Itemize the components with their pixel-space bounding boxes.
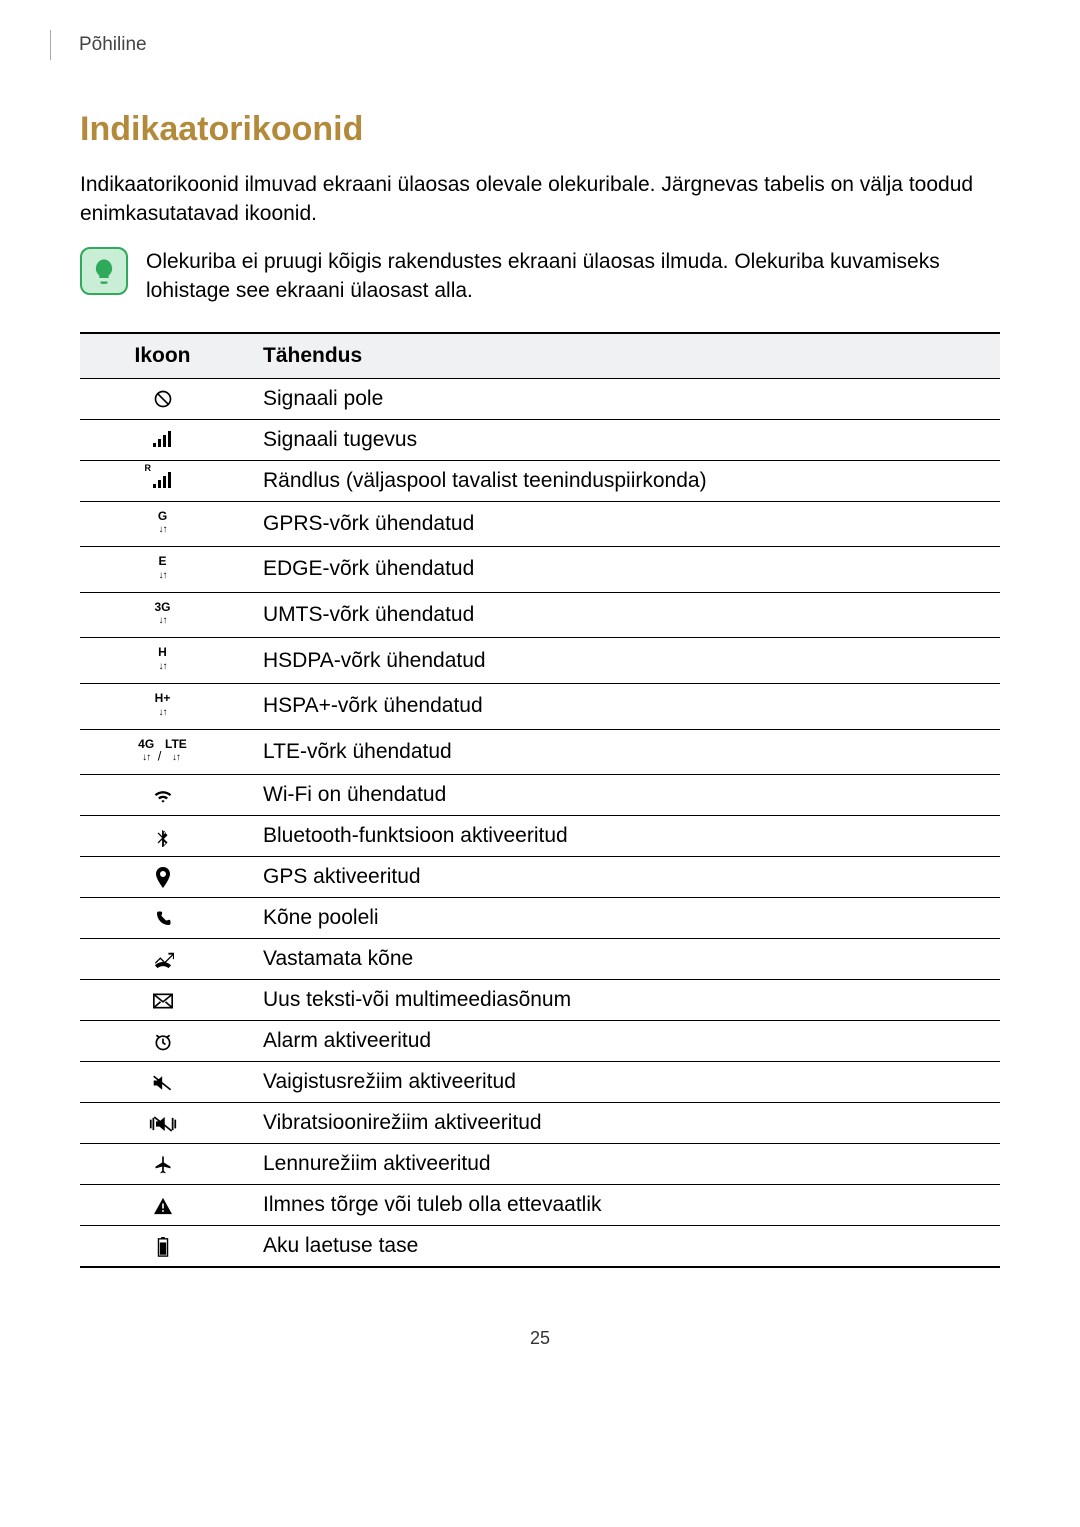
table-row: Signaali pole: [80, 378, 1000, 419]
th-icon: Ikoon: [80, 333, 245, 379]
meaning-cell: Kõne pooleli: [245, 898, 1000, 939]
error-icon: [80, 1185, 245, 1226]
meaning-cell: Vaigistusrežiim aktiveeritud: [245, 1062, 1000, 1103]
table-row: 4G↓↑ / LTE↓↑LTE-võrk ühendatud: [80, 729, 1000, 775]
page-number: 25: [80, 1328, 1000, 1349]
table-row: H↓↑HSDPA-võrk ühendatud: [80, 638, 1000, 684]
wifi-icon: [80, 775, 245, 816]
meaning-cell: LTE-võrk ühendatud: [245, 729, 1000, 775]
table-row: Wi-Fi on ühendatud: [80, 775, 1000, 816]
meaning-cell: Wi-Fi on ühendatud: [245, 775, 1000, 816]
table-row: Lennurežiim aktiveeritud: [80, 1144, 1000, 1185]
note-text: Olekuriba ei pruugi kõigis rakendustes e…: [146, 247, 1000, 306]
table-row: H+↓↑HSPA+-võrk ühendatud: [80, 683, 1000, 729]
table-row: E↓↑EDGE-võrk ühendatud: [80, 547, 1000, 593]
table-row: RRändlus (väljaspool tavalist teenindusp…: [80, 460, 1000, 501]
lte-icon: 4G↓↑ / LTE↓↑: [80, 729, 245, 775]
no-signal-icon: [80, 378, 245, 419]
note-block: Olekuriba ei pruugi kõigis rakendustes e…: [80, 247, 1000, 306]
indicator-icons-table: Ikoon Tähendus Signaali poleSignaali tug…: [80, 332, 1000, 1269]
table-row: Vastamata kõne: [80, 939, 1000, 980]
mute-icon: [80, 1062, 245, 1103]
vibrate-icon: [80, 1103, 245, 1144]
missed-icon: [80, 939, 245, 980]
message-icon: [80, 980, 245, 1021]
page-title: Indikaatorikoonid: [80, 110, 1000, 149]
meaning-cell: Bluetooth-funktsioon aktiveeritud: [245, 816, 1000, 857]
meaning-cell: Signaali tugevus: [245, 419, 1000, 460]
meaning-cell: Aku laetuse tase: [245, 1226, 1000, 1268]
meaning-cell: Rändlus (väljaspool tavalist teeninduspi…: [245, 460, 1000, 501]
breadcrumb: Põhiline: [79, 34, 147, 56]
bluetooth-icon: [80, 816, 245, 857]
meaning-cell: Signaali pole: [245, 378, 1000, 419]
table-row: Bluetooth-funktsioon aktiveeritud: [80, 816, 1000, 857]
table-row: Uus teksti-või multimeediasõnum: [80, 980, 1000, 1021]
edge-icon: E↓↑: [80, 547, 245, 593]
table-row: Signaali tugevus: [80, 419, 1000, 460]
meaning-cell: GPRS-võrk ühendatud: [245, 501, 1000, 547]
meaning-cell: Ilmnes tõrge või tuleb olla ettevaatlik: [245, 1185, 1000, 1226]
meaning-cell: Alarm aktiveeritud: [245, 1021, 1000, 1062]
meaning-cell: GPS aktiveeritud: [245, 857, 1000, 898]
table-row: Aku laetuse tase: [80, 1226, 1000, 1268]
hsdpa-icon: H↓↑: [80, 638, 245, 684]
note-icon: [80, 247, 128, 295]
table-row: Vibratsioonirežiim aktiveeritud: [80, 1103, 1000, 1144]
alarm-icon: [80, 1021, 245, 1062]
table-row: Kõne pooleli: [80, 898, 1000, 939]
call-icon: [80, 898, 245, 939]
roaming-icon: R: [80, 460, 245, 501]
table-row: Vaigistusrežiim aktiveeritud: [80, 1062, 1000, 1103]
intro-paragraph: Indikaatorikoonid ilmuvad ekraani ülaosa…: [80, 170, 1000, 229]
meaning-cell: HSPA+-võrk ühendatud: [245, 683, 1000, 729]
hspa-icon: H+↓↑: [80, 683, 245, 729]
meaning-cell: Vastamata kõne: [245, 939, 1000, 980]
table-row: GPS aktiveeritud: [80, 857, 1000, 898]
airplane-icon: [80, 1144, 245, 1185]
meaning-cell: Vibratsioonirežiim aktiveeritud: [245, 1103, 1000, 1144]
table-row: Ilmnes tõrge või tuleb olla ettevaatlik: [80, 1185, 1000, 1226]
table-row: 3G↓↑UMTS-võrk ühendatud: [80, 592, 1000, 638]
signal-icon: [80, 419, 245, 460]
th-meaning: Tähendus: [245, 333, 1000, 379]
battery-icon: [80, 1226, 245, 1268]
table-row: Alarm aktiveeritud: [80, 1021, 1000, 1062]
table-row: G↓↑GPRS-võrk ühendatud: [80, 501, 1000, 547]
gprs-icon: G↓↑: [80, 501, 245, 547]
meaning-cell: HSDPA-võrk ühendatud: [245, 638, 1000, 684]
meaning-cell: EDGE-võrk ühendatud: [245, 547, 1000, 593]
meaning-cell: Lennurežiim aktiveeritud: [245, 1144, 1000, 1185]
3g-icon: 3G↓↑: [80, 592, 245, 638]
meaning-cell: UMTS-võrk ühendatud: [245, 592, 1000, 638]
gps-icon: [80, 857, 245, 898]
meaning-cell: Uus teksti-või multimeediasõnum: [245, 980, 1000, 1021]
